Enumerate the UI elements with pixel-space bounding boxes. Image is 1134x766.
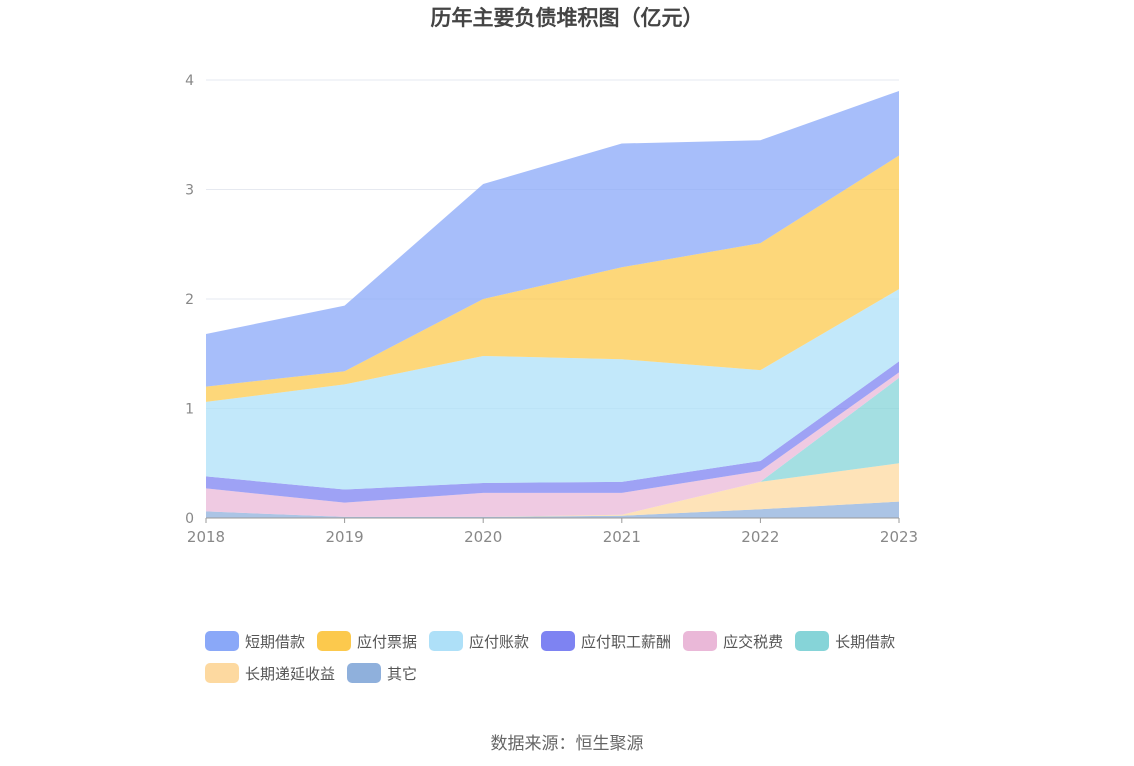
- x-tick-label: 2019: [326, 528, 364, 546]
- area-series-8[interactable]: [206, 90, 899, 387]
- legend-swatch: [429, 631, 464, 651]
- y-tick-label: 4: [185, 73, 194, 89]
- legend-swatch: [683, 631, 718, 651]
- legend-swatch: [795, 631, 830, 651]
- stacked-area-chart: 0 1 2 3 4 2018 2019 2020 2021 2022 2023: [185, 73, 918, 546]
- legend-label: 长期借款: [835, 632, 896, 651]
- area-series-5[interactable]: [206, 361, 899, 503]
- legend-item[interactable]: 应交税费: [683, 630, 783, 652]
- legend: 短期借款 应付票据 应付账款 应付职工薪酬 应交税费 长期借款长期递延收益 其它: [205, 630, 965, 694]
- area-series-layer: [206, 90, 899, 518]
- legend-label: 短期借款: [245, 632, 306, 651]
- y-tick-label: 0: [185, 511, 194, 527]
- legend-item[interactable]: 长期借款: [795, 630, 895, 652]
- area-series-6[interactable]: [206, 289, 899, 490]
- legend-item[interactable]: 长期递延收益: [205, 662, 335, 684]
- area-series-1[interactable]: [206, 501, 899, 518]
- chart-title: 历年主要负债堆积图（亿元）: [430, 6, 704, 30]
- legend-swatch: [205, 663, 239, 683]
- legend-label: 长期递延收益: [245, 664, 336, 683]
- x-tick-label: 2021: [603, 528, 641, 546]
- y-tick-label: 3: [185, 183, 194, 199]
- legend-swatch: [317, 631, 352, 651]
- legend-swatch: [205, 631, 239, 651]
- axes: 0 1 2 3 4 2018 2019 2020 2021 2022 2023: [185, 73, 918, 546]
- y-tick-label: 2: [185, 292, 194, 308]
- legend-item[interactable]: 应付票据: [317, 630, 417, 652]
- legend-item[interactable]: 短期借款: [205, 630, 305, 652]
- x-tick-label: 2018: [187, 528, 225, 546]
- legend-item[interactable]: 其它: [347, 662, 417, 684]
- area-series-4[interactable]: [206, 372, 899, 517]
- legend-label: 应付账款: [469, 632, 530, 651]
- legend-swatch: [347, 663, 382, 683]
- legend-item[interactable]: 应付职工薪酬: [541, 630, 671, 652]
- legend-swatch: [541, 631, 576, 651]
- legend-label: 其它: [387, 664, 418, 683]
- data-source-note: 数据来源：恒生聚源: [490, 734, 644, 754]
- legend-item[interactable]: 应付账款: [429, 630, 529, 652]
- area-series-2[interactable]: [206, 463, 899, 517]
- x-tick-label: 2020: [464, 528, 502, 546]
- legend-label: 应交税费: [723, 632, 784, 651]
- legend-label: 应付职工薪酬: [581, 632, 672, 651]
- y-tick-label: 1: [185, 402, 194, 418]
- x-tick-label: 2022: [741, 528, 779, 546]
- area-series-7[interactable]: [206, 155, 899, 402]
- x-tick-label: 2023: [880, 528, 918, 546]
- legend-label: 应付票据: [357, 632, 418, 651]
